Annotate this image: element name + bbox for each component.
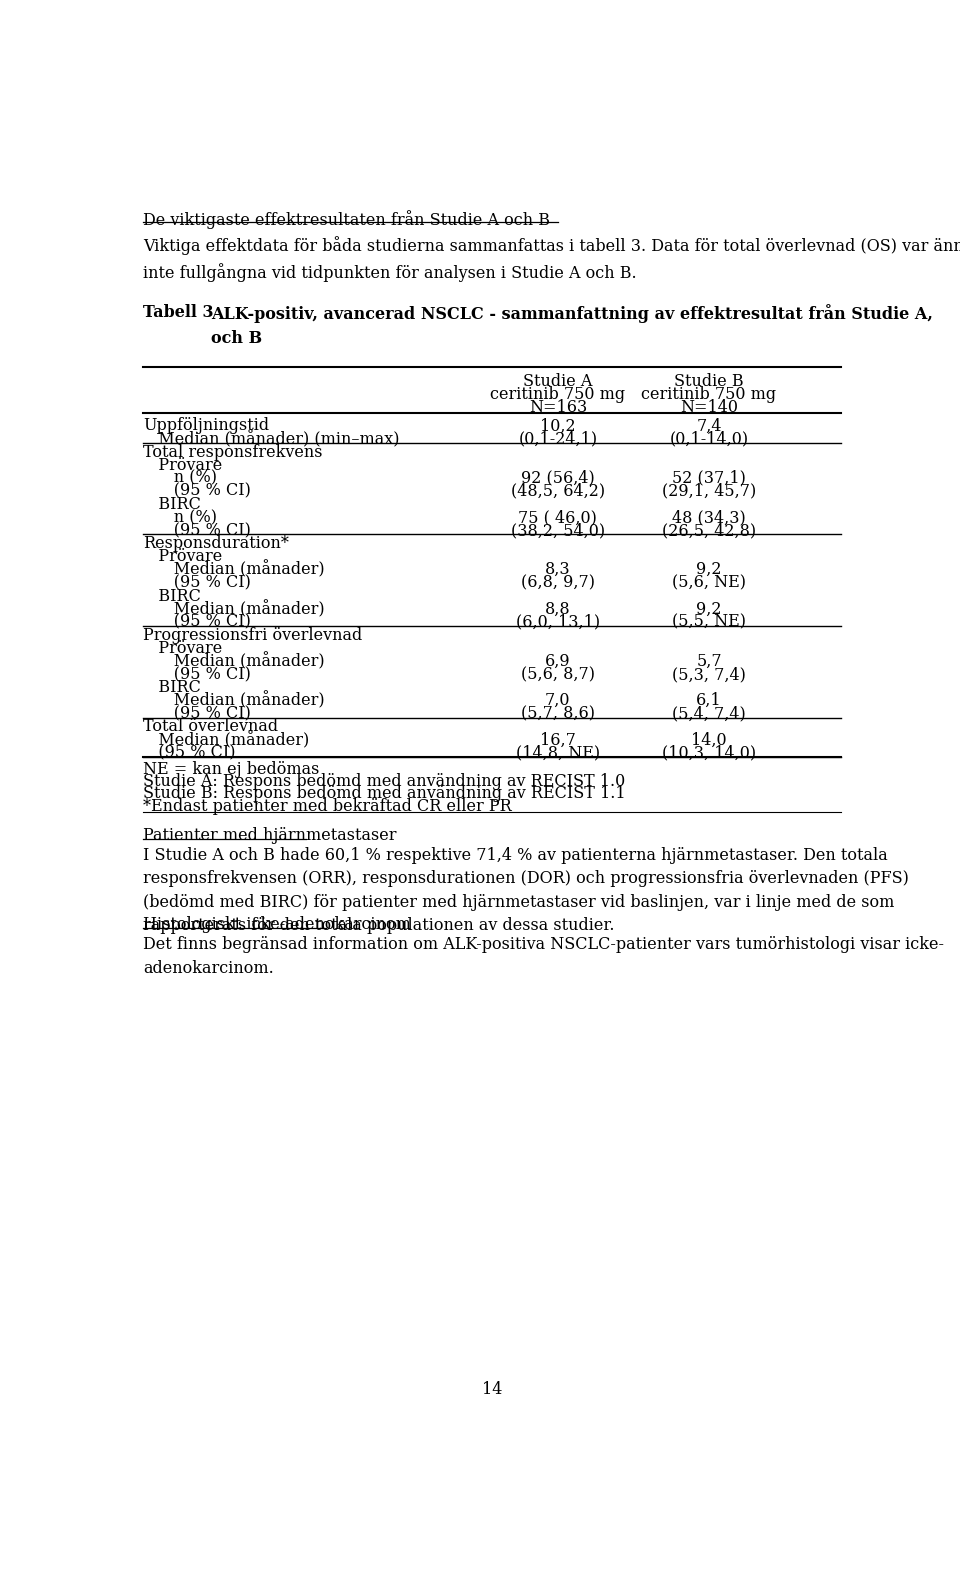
Text: Studie B: Respons bedömd med användning av RECIST 1.1: Studie B: Respons bedömd med användning … (143, 786, 626, 802)
Text: n (%): n (%) (143, 509, 217, 527)
Text: Studie A: Respons bedömd med användning av RECIST 1.0: Studie A: Respons bedömd med användning … (143, 773, 626, 791)
Text: ALK-positiv, avancerad NSCLC - sammanfattning av effektresultat från Studie A,
o: ALK-positiv, avancerad NSCLC - sammanfat… (211, 303, 933, 346)
Text: (95 % CI): (95 % CI) (143, 667, 252, 684)
Text: 9,2: 9,2 (696, 601, 722, 618)
Text: Median (månader): Median (månader) (143, 652, 324, 671)
Text: Studie A: Studie A (523, 373, 592, 390)
Text: (5,6, 8,7): (5,6, 8,7) (521, 667, 595, 684)
Text: (5,5, NE): (5,5, NE) (672, 613, 746, 630)
Text: (6,0, 13,1): (6,0, 13,1) (516, 613, 600, 630)
Text: (10,3, 14,0): (10,3, 14,0) (662, 745, 756, 761)
Text: Median (månader): Median (månader) (143, 601, 324, 618)
Text: BIRC: BIRC (143, 679, 202, 696)
Text: Prövare: Prövare (143, 640, 223, 657)
Text: (29,1, 45,7): (29,1, 45,7) (661, 483, 756, 500)
Text: Prövare: Prövare (143, 456, 223, 473)
Text: 9,2: 9,2 (696, 561, 722, 578)
Text: ceritinib 750 mg: ceritinib 750 mg (491, 385, 625, 402)
Text: (0,1-24,1): (0,1-24,1) (518, 431, 597, 448)
Text: (48,5, 64,2): (48,5, 64,2) (511, 483, 605, 500)
Text: Tabell 3: Tabell 3 (143, 303, 214, 321)
Text: (5,3, 7,4): (5,3, 7,4) (672, 667, 746, 684)
Text: Patienter med hjärnmetastaser: Patienter med hjärnmetastaser (143, 827, 396, 844)
Text: *Endast patienter med bekräftad CR eller PR: *Endast patienter med bekräftad CR eller… (143, 797, 512, 814)
Text: Total responsfrekvens: Total responsfrekvens (143, 443, 323, 461)
Text: (95 % CI): (95 % CI) (143, 706, 252, 722)
Text: Histologiskt icke-adenokarcinom: Histologiskt icke-adenokarcinom (143, 916, 411, 934)
Text: 16,7: 16,7 (540, 731, 576, 748)
Text: 14,0: 14,0 (691, 731, 727, 748)
Text: (14,8, NE): (14,8, NE) (516, 745, 600, 761)
Text: N=140: N=140 (680, 399, 738, 417)
Text: n (%): n (%) (143, 470, 217, 487)
Text: NE = kan ej bedömas: NE = kan ej bedömas (143, 761, 320, 778)
Text: 6,1: 6,1 (696, 692, 722, 709)
Text: 8,3: 8,3 (545, 561, 570, 578)
Text: Median (månader): Median (månader) (143, 692, 324, 709)
Text: (26,5, 42,8): (26,5, 42,8) (662, 522, 756, 539)
Text: Progressionsfri överlevnad: Progressionsfri överlevnad (143, 627, 363, 645)
Text: Median (månader): Median (månader) (143, 561, 324, 578)
Text: (0,1-14,0): (0,1-14,0) (669, 431, 749, 448)
Text: De viktigaste effektresultaten från Studie A och B: De viktigaste effektresultaten från Stud… (143, 211, 550, 230)
Text: ceritinib 750 mg: ceritinib 750 mg (641, 385, 777, 402)
Text: 48 (34,3): 48 (34,3) (672, 509, 746, 527)
Text: 92 (56,4): 92 (56,4) (521, 470, 595, 487)
Text: (95 % CI): (95 % CI) (143, 613, 252, 630)
Text: (95 % CI): (95 % CI) (143, 522, 252, 539)
Text: (38,2, 54,0): (38,2, 54,0) (511, 522, 605, 539)
Text: 52 (37,1): 52 (37,1) (672, 470, 746, 487)
Text: Responsduration*: Responsduration* (143, 534, 289, 552)
Text: (95 % CI): (95 % CI) (143, 483, 252, 500)
Text: Uppföljningstid: Uppföljningstid (143, 417, 270, 434)
Text: 5,7: 5,7 (696, 652, 722, 670)
Text: 7,4: 7,4 (696, 417, 722, 434)
Text: Total överlevnad: Total överlevnad (143, 718, 278, 736)
Text: BIRC: BIRC (143, 495, 202, 512)
Text: Det finns begränsad information om ALK-positiva NSCLC-patienter vars tumörhistol: Det finns begränsad information om ALK-p… (143, 937, 945, 976)
Text: (95 % CI): (95 % CI) (143, 574, 252, 591)
Text: 8,8: 8,8 (545, 601, 570, 618)
Text: 14: 14 (482, 1380, 502, 1398)
Text: 7,0: 7,0 (545, 692, 570, 709)
Text: I Studie A och B hade 60,1 % respektive 71,4 % av patienterna hjärnmetastaser. D: I Studie A och B hade 60,1 % respektive … (143, 847, 909, 934)
Text: Prövare: Prövare (143, 549, 223, 566)
Text: Median (månader): Median (månader) (143, 731, 309, 748)
Text: (6,8, 9,7): (6,8, 9,7) (521, 574, 595, 591)
Text: (5,6, NE): (5,6, NE) (672, 574, 746, 591)
Text: 10,2: 10,2 (540, 417, 576, 434)
Text: 6,9: 6,9 (545, 652, 570, 670)
Text: Studie B: Studie B (674, 373, 744, 390)
Text: BIRC: BIRC (143, 588, 202, 605)
Text: Viktiga effektdata för båda studierna sammanfattas i tabell 3. Data för total öv: Viktiga effektdata för båda studierna sa… (143, 236, 960, 281)
Text: N=163: N=163 (529, 399, 587, 417)
Text: (95 % CI): (95 % CI) (143, 745, 236, 761)
Text: (5,7, 8,6): (5,7, 8,6) (521, 706, 595, 722)
Text: 75 ( 46,0): 75 ( 46,0) (518, 509, 597, 527)
Text: Median (månader) (min–max): Median (månader) (min–max) (143, 431, 399, 448)
Text: (5,4, 7,4): (5,4, 7,4) (672, 706, 746, 722)
